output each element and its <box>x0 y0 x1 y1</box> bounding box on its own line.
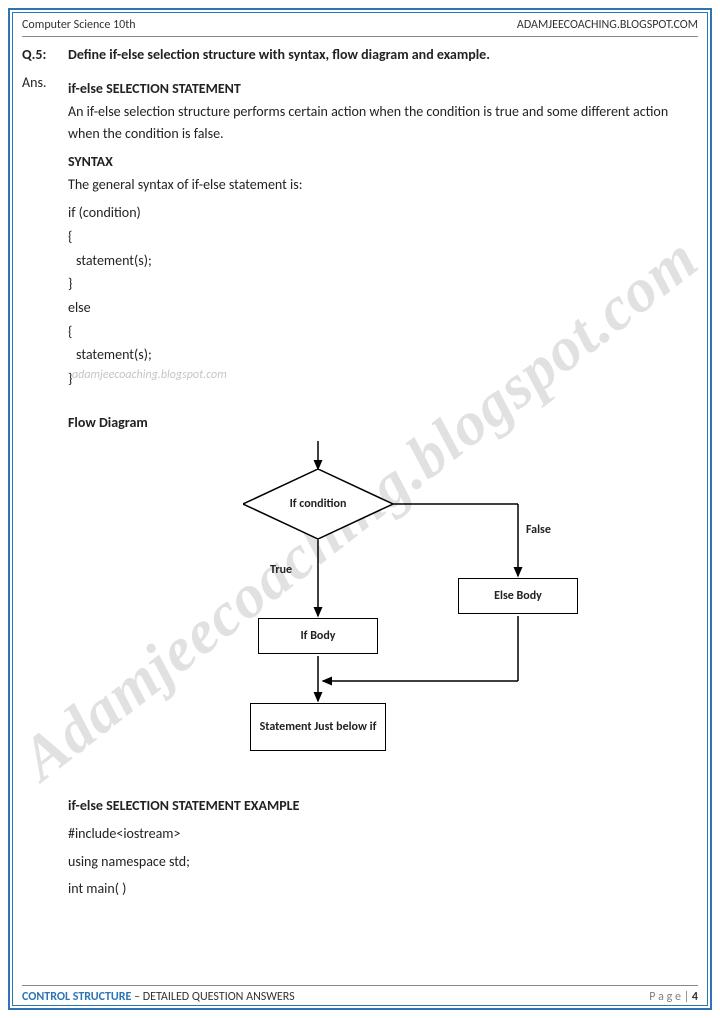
syntax-heading: SYNTAX <box>68 151 698 173</box>
syntax-line: statement(s); <box>68 344 698 366</box>
page-number: 4 <box>692 990 698 1004</box>
question-row: Q.5: Define if-else selection structure … <box>22 44 698 66</box>
if-body-box: If Body <box>258 618 378 654</box>
example-line: int main( ) <box>68 878 698 900</box>
syntax-line: { <box>68 321 698 343</box>
answer-row: Ans. if-else SELECTION STATEMENT An if-e… <box>22 72 698 902</box>
answer-body: if-else SELECTION STATEMENT An if-else s… <box>68 72 698 902</box>
else-body-label: Else Body <box>494 587 542 606</box>
syntax-line: if (condition) <box>68 202 698 224</box>
footer-right: P a g e | 4 <box>649 990 698 1004</box>
page-header: Computer Science 10th ADAMJEECOACHING.BL… <box>22 18 698 37</box>
diamond-label: If condition <box>290 495 347 514</box>
true-label: True <box>270 561 292 580</box>
else-body-box: Else Body <box>458 578 578 614</box>
footer-left: CONTROL STRUCTURE – DETAILED QUESTION AN… <box>22 990 295 1004</box>
below-box: Statement Just below if <box>250 703 386 751</box>
flow-heading: Flow Diagram <box>68 412 698 434</box>
page-label: P a g e | <box>649 990 692 1004</box>
question-text: Define if-else selection structure with … <box>68 44 490 66</box>
header-left: Computer Science 10th <box>22 18 136 32</box>
page-footer: CONTROL STRUCTURE – DETAILED QUESTION AN… <box>22 985 698 1004</box>
footer-suffix: – DETAILED QUESTION ANSWERS <box>131 990 294 1004</box>
answer-label: Ans. <box>22 72 58 902</box>
syntax-intro: The general syntax of if-else statement … <box>68 174 698 196</box>
example-line: #include<iostream> <box>68 823 698 845</box>
content-area: Q.5: Define if-else selection structure … <box>22 44 698 978</box>
example-heading: if-else SELECTION STATEMENT EXAMPLE <box>68 795 698 817</box>
below-label: Statement Just below if <box>260 718 377 737</box>
header-right: ADAMJEECOACHING.BLOGSPOT.COM <box>517 18 698 32</box>
syntax-line: statement(s); <box>68 250 698 272</box>
false-label: False <box>526 521 551 540</box>
example-line: using namespace std; <box>68 851 698 873</box>
syntax-line: else <box>68 297 698 319</box>
flow-diamond: If condition <box>243 469 393 539</box>
flow-diagram: If condition True False If Body Else Bod… <box>188 441 608 781</box>
if-body-label: If Body <box>300 627 335 646</box>
syntax-line: { <box>68 226 698 248</box>
answer-description: An if-else selection structure performs … <box>68 101 698 144</box>
answer-title: if-else SELECTION STATEMENT <box>68 78 698 100</box>
syntax-line: } <box>68 273 698 295</box>
footer-topic: CONTROL STRUCTURE <box>22 990 131 1004</box>
question-number: Q.5: <box>22 44 58 66</box>
syntax-line: } <box>68 368 698 390</box>
